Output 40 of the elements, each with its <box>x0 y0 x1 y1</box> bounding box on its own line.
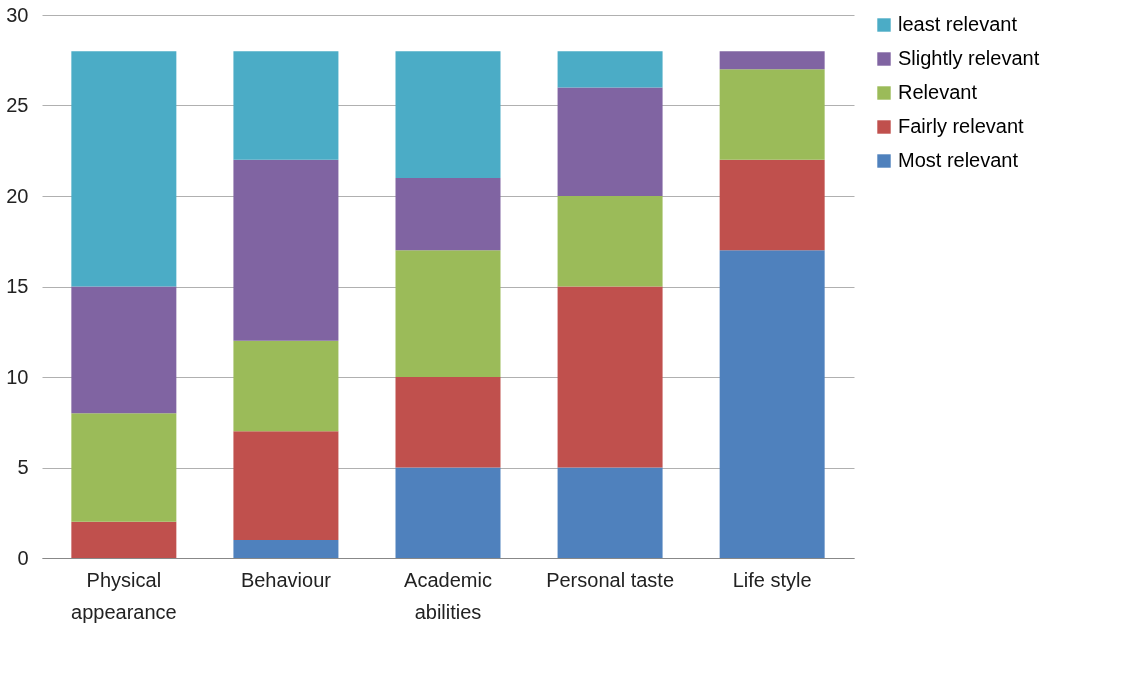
y-tick-label: 20 <box>6 184 29 207</box>
bar <box>557 286 663 468</box>
bar <box>719 159 825 251</box>
x-tick-label: Academic abilities <box>404 568 492 623</box>
x-tick-label: Physical appearance <box>71 568 177 623</box>
bar <box>395 377 501 468</box>
bar <box>395 177 501 251</box>
x-tick-label: Life style <box>732 568 812 591</box>
y-tick-label: 30 <box>6 3 29 26</box>
bar <box>233 539 339 558</box>
bar <box>557 196 663 287</box>
legend-label: least relevant <box>898 13 1018 35</box>
bar <box>719 69 825 160</box>
x-tick-label: Behaviour <box>240 568 332 591</box>
bar <box>557 467 663 558</box>
bar <box>719 51 825 70</box>
legend-label: Most relevant <box>898 149 1019 171</box>
legend-label: Relevant <box>898 81 978 103</box>
bar <box>71 413 177 522</box>
bar <box>71 521 177 558</box>
y-tick-label: 25 <box>6 94 29 116</box>
bar <box>557 87 663 196</box>
legend-label: Fairly relevant <box>898 115 1025 137</box>
bar <box>719 250 825 558</box>
legend-label: Slightly relevant <box>898 47 1040 69</box>
bar <box>557 51 663 88</box>
bar <box>233 431 339 540</box>
bar <box>233 51 339 160</box>
y-tick-label: 15 <box>6 275 29 297</box>
y-tick-label: 10 <box>6 365 29 388</box>
bar <box>71 51 177 287</box>
y-tick-label: 5 <box>17 456 29 478</box>
x-tick-label: Personal taste <box>546 568 675 591</box>
bar <box>233 340 339 432</box>
bar <box>395 51 501 178</box>
bar <box>395 250 501 377</box>
bar <box>233 159 339 341</box>
bar <box>71 286 177 414</box>
bar <box>395 467 501 558</box>
y-tick-label: 0 <box>17 546 29 569</box>
